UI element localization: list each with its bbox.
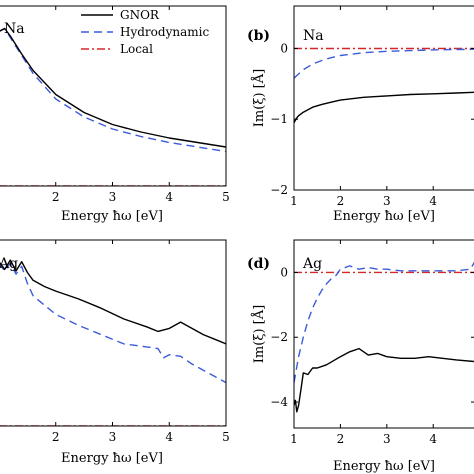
panel-d-xtick-label: 3: [383, 432, 391, 446]
panel-b-xtick-label: 3: [383, 194, 391, 208]
panel-d-xlabel: Energy ħω [eV]: [333, 459, 435, 474]
panel-b-xtick-label: 1: [290, 194, 298, 208]
panel-c-xtick-label: 5: [222, 430, 230, 444]
panel-d-label: (d): [247, 256, 270, 272]
panel-d-frame: [293, 239, 474, 429]
panel-d-annotation: Ag: [302, 256, 322, 272]
legend: GNOR Hydrodynamic Local: [81, 8, 209, 56]
panel-b-ylabel: Im(ξ) [Å]: [251, 69, 267, 127]
legend-hydro-label: Hydrodynamic: [120, 25, 209, 39]
panel-d-xtick-label: 4: [429, 432, 437, 446]
panel-b-frame: [293, 5, 474, 191]
panel-a-xtick-label: 3: [109, 190, 117, 204]
panel-d-ytick-label: −4: [270, 395, 288, 409]
panel-a-xtick-label: 4: [165, 190, 173, 204]
panel-c: 2 3 4 5 Ag Energy ħω [eV]: [0, 239, 230, 466]
panel-a: 2 3 4 5 Na Energy ħω [eV]: [0, 5, 230, 224]
panel-b-xtick-label: 4: [429, 194, 437, 208]
panel-d-ytick-label: 0: [280, 265, 288, 279]
panel-d-xtick-label: 1: [290, 432, 298, 446]
panel-b-xlabel: Energy ħω [eV]: [333, 209, 435, 224]
panel-a-series-hydro: [0, 27, 226, 153]
panel-c-frame: [0, 239, 227, 427]
panel-c-series-hydro: [0, 262, 226, 384]
panel-b-annotation: Na: [303, 28, 324, 44]
panel-c-annotation: Ag: [0, 256, 18, 272]
panel-b-ytick-label: −1: [270, 112, 288, 126]
panel-d-ylabel: Im(ξ) [Å]: [251, 305, 267, 363]
panel-b-series-hydro: [294, 48, 474, 79]
panel-b-series-gnor: [294, 91, 474, 124]
panel-a-xtick-label: 5: [222, 190, 230, 204]
panel-b: 1 2 3 4 0 −1 −2 (b) Na Energy ħω [eV] Im(ξ) [Å…: [247, 5, 474, 224]
panel-b-label: (b): [247, 28, 270, 44]
panel-d-series-gnor: [294, 347, 474, 413]
panel-c-xlabel: Energy ħω [eV]: [61, 451, 163, 466]
legend-local-label: Local: [120, 42, 153, 56]
panel-b-ytick-label: 0: [280, 41, 288, 55]
panel-d-ytick-label: −2: [270, 330, 288, 344]
panel-c-xtick-label: 3: [109, 430, 117, 444]
panel-a-annotation: Na: [4, 21, 25, 37]
panel-c-xtick-label: 2: [52, 430, 60, 444]
panel-c-series-gnor: [0, 259, 226, 345]
panel-c-xtick-label: 4: [165, 430, 173, 444]
panel-b-ytick-label: −2: [270, 183, 288, 197]
panel-d-xtick-label: 2: [337, 432, 345, 446]
panel-d: 1 2 3 4 0 −2 −4 (d) Ag Energy ħω [eV] Im(ξ) [Å…: [247, 239, 474, 474]
legend-gnor-label: GNOR: [120, 8, 160, 22]
panel-a-xtick-label: 2: [52, 190, 60, 204]
panel-d-series-hydro: [294, 261, 474, 383]
panel-b-xtick-label: 2: [337, 194, 345, 208]
panel-a-series-gnor: [0, 27, 226, 148]
panel-a-xlabel: Energy ħω [eV]: [61, 209, 163, 224]
